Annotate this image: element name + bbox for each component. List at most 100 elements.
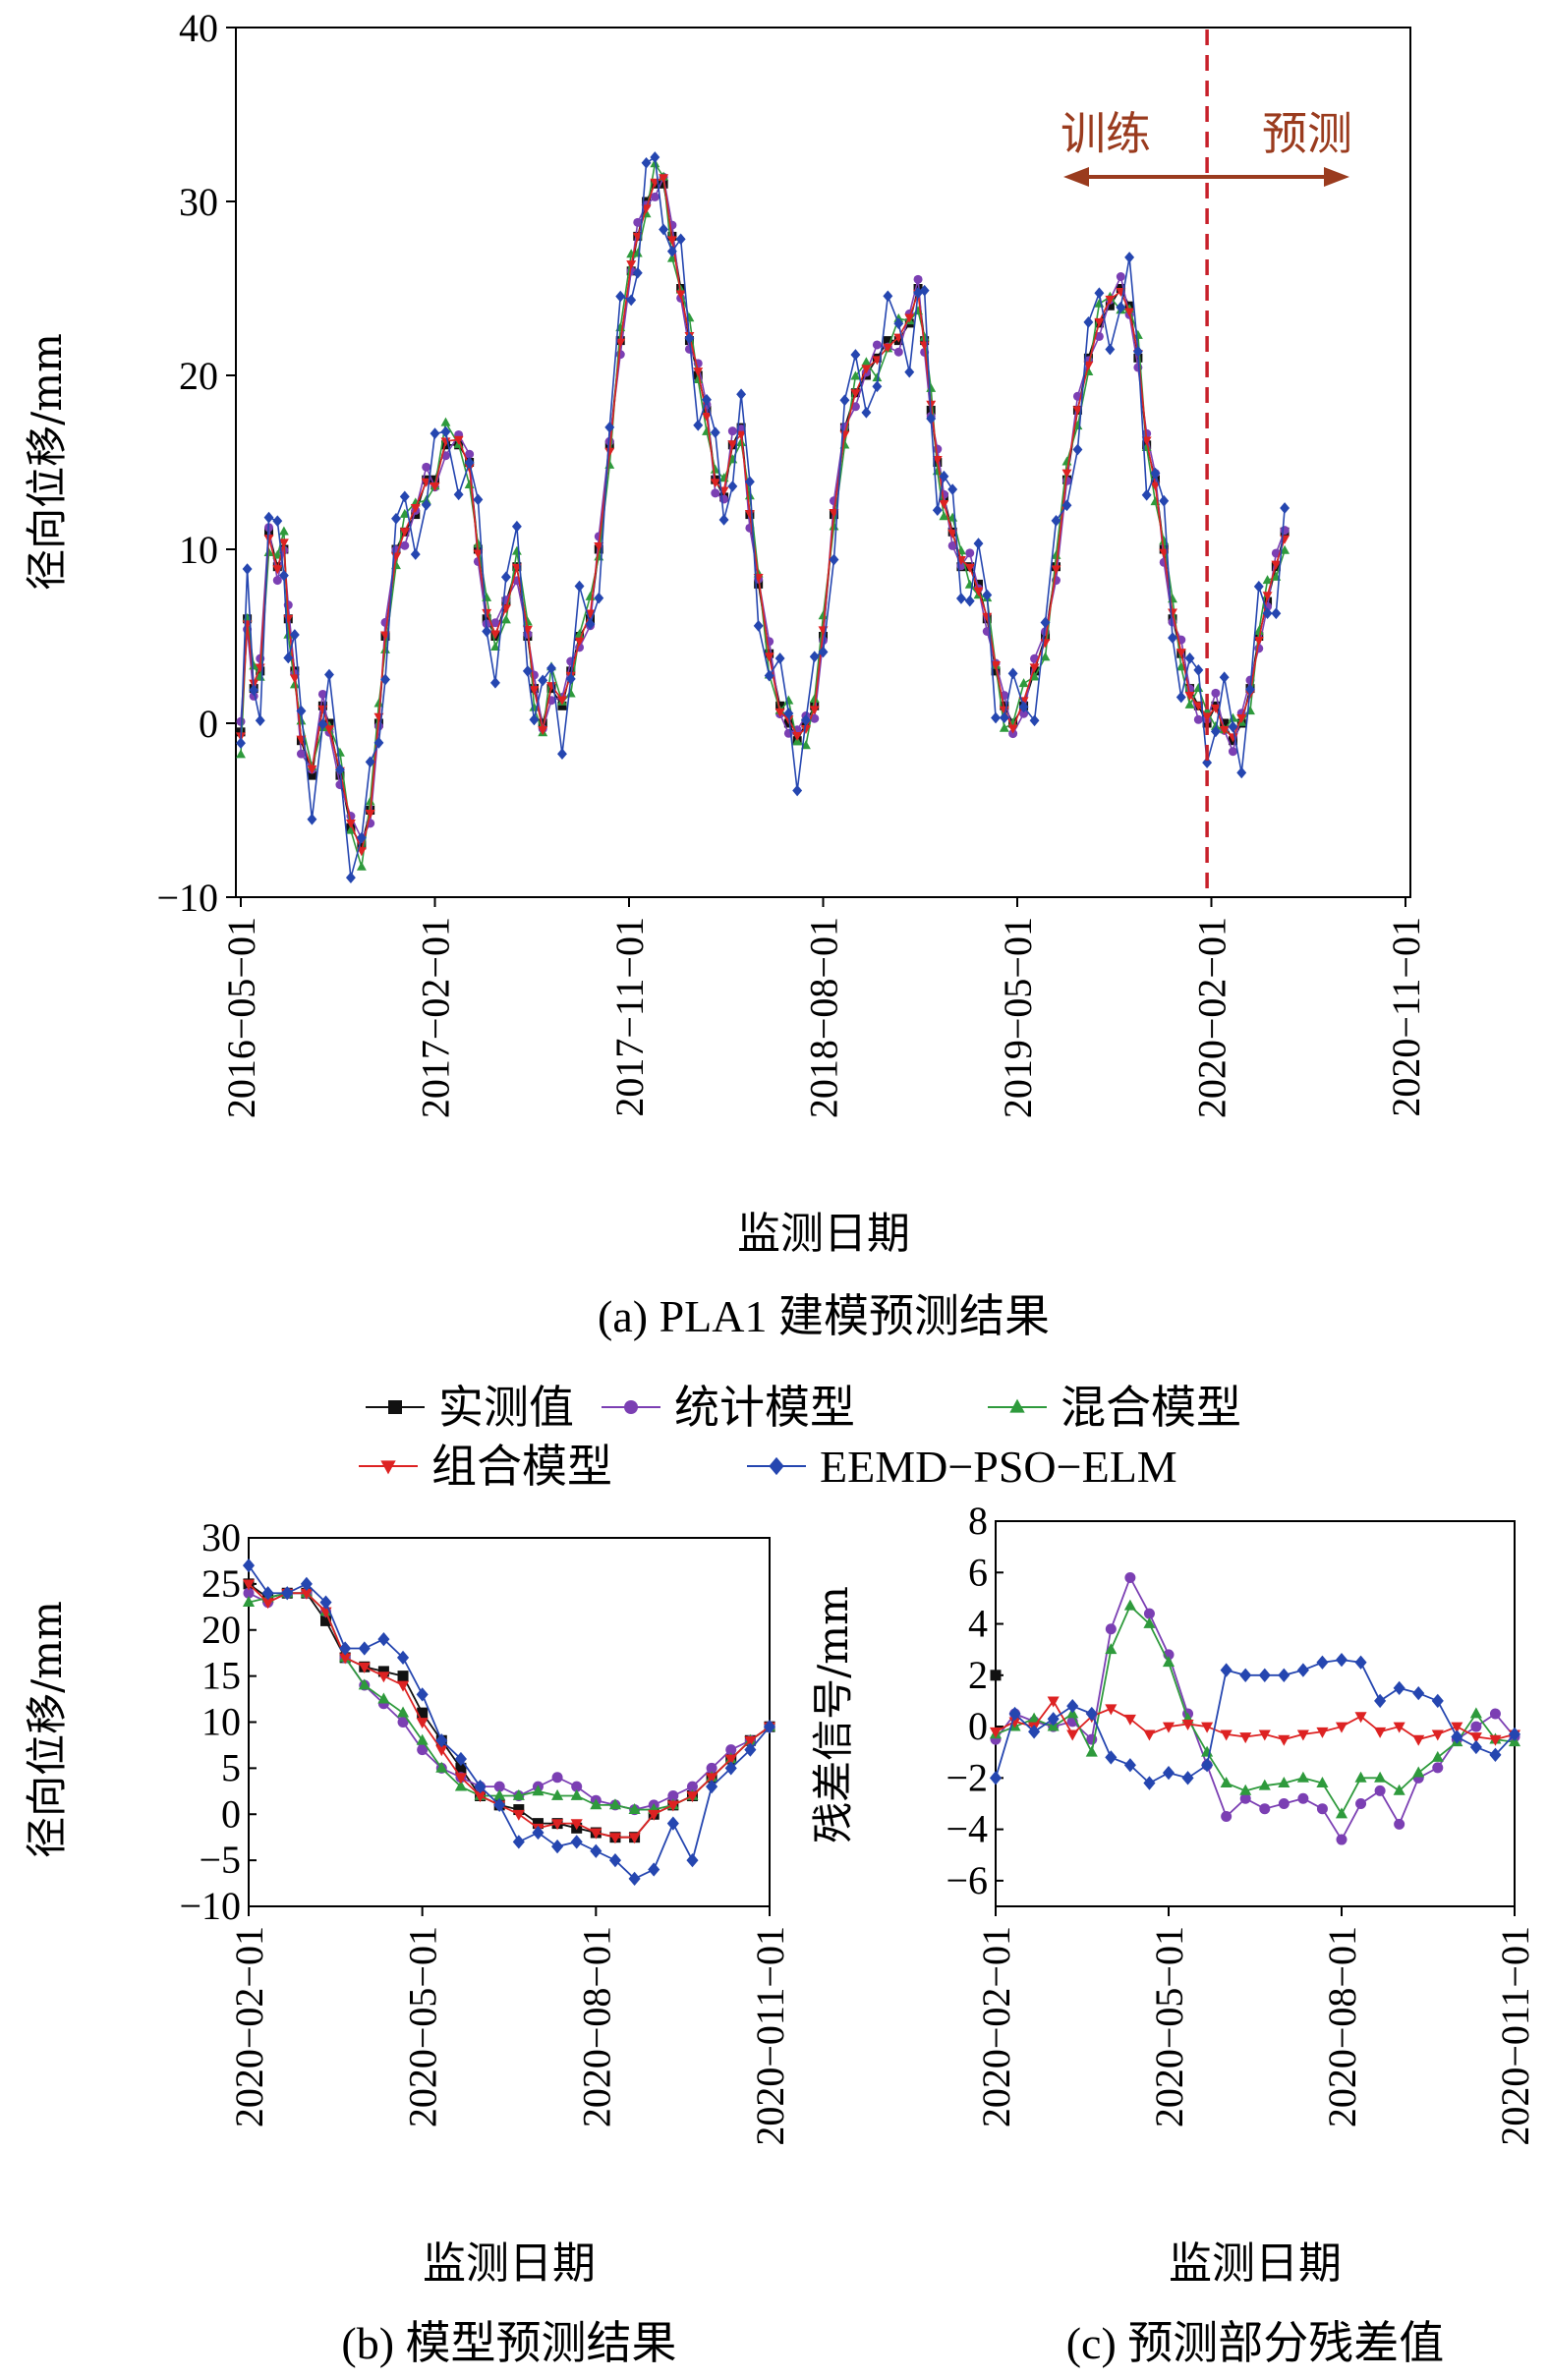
panel-a-point-eemd bbox=[626, 294, 637, 307]
panel-c-point-eemd bbox=[1008, 1706, 1021, 1722]
panel-a-point-combined bbox=[615, 338, 626, 348]
panel-a-point-combined bbox=[574, 637, 585, 647]
panel-a-point-combined bbox=[594, 542, 604, 552]
panel-c-point-eemd bbox=[1296, 1663, 1309, 1677]
panel-a-point-combined bbox=[1094, 317, 1105, 327]
panel-c-point-eemd bbox=[1066, 1699, 1079, 1714]
panel-b-series bbox=[242, 1558, 776, 1887]
panel-c-point-hybrid bbox=[1412, 1766, 1425, 1778]
panel-a-point-statistical bbox=[965, 548, 975, 558]
panel-a-point-hybrid bbox=[522, 616, 533, 626]
panel-a-point-measured bbox=[883, 336, 892, 346]
panel-a-point-hybrid bbox=[500, 614, 511, 624]
panel-a-point-eemd bbox=[1280, 502, 1290, 514]
panel-b-point-combined bbox=[396, 1680, 410, 1692]
panel-c-point-combined bbox=[1431, 1729, 1444, 1741]
panel-a-point-eemd bbox=[278, 569, 289, 582]
panel-c-point-statistical bbox=[1143, 1608, 1155, 1619]
panel-a-point-eemd bbox=[263, 511, 274, 524]
panel-a-point-eemd bbox=[684, 332, 695, 345]
panel-a-series-hybrid bbox=[236, 158, 1290, 871]
panel-b-point-measured bbox=[397, 1671, 409, 1682]
legend-measured-icon bbox=[388, 1400, 402, 1414]
panel-b-point-eemd bbox=[570, 1835, 583, 1849]
panel-b-x-ticks: 2020−02−01 2020−05−01 2020−08−01 2020−011−0… bbox=[227, 1906, 792, 2146]
panel-c-point-statistical bbox=[1316, 1803, 1328, 1815]
panel-b-point-measured bbox=[320, 1615, 332, 1626]
panel-a-point-eemd bbox=[1051, 515, 1061, 527]
panel-a-point-eemd bbox=[999, 711, 1009, 724]
panel-a-point-eemd bbox=[249, 684, 259, 697]
panel-a-point-combined bbox=[263, 535, 274, 544]
panel-a-point-eemd bbox=[764, 669, 774, 682]
panel-c-point-hybrid bbox=[1316, 1776, 1329, 1787]
panel-b-point-eemd bbox=[608, 1852, 622, 1868]
panel-b-point-statistical bbox=[686, 1781, 698, 1792]
panel-a-point-eemd bbox=[307, 813, 317, 825]
panel-b-point-measured bbox=[513, 1804, 525, 1816]
panel-a-point-measured bbox=[557, 701, 567, 710]
panel-c-y-axis-label: 残差信号/mm bbox=[809, 1586, 857, 1843]
panel-a-point-hybrid bbox=[710, 464, 720, 474]
panel-a-point-eemd bbox=[1271, 607, 1282, 620]
panel-a-point-hybrid bbox=[872, 372, 883, 382]
panel-a-point-combined bbox=[872, 356, 883, 366]
panel-a-point-statistical bbox=[1019, 708, 1029, 718]
panel-c-point-combined bbox=[1201, 1722, 1214, 1733]
panel-a-point-eemd bbox=[1175, 691, 1186, 704]
legend-combined-icon bbox=[380, 1460, 396, 1475]
panel-c-point-eemd bbox=[989, 1771, 1003, 1785]
panel-a-point-eemd bbox=[792, 784, 803, 797]
panel-a-point-eemd bbox=[473, 493, 484, 506]
panel-b-point-combined bbox=[590, 1828, 602, 1840]
panel-b-point-combined bbox=[242, 1579, 256, 1591]
panel-a-point-hybrid bbox=[1018, 678, 1029, 688]
panel-c-y-tick-label: −6 bbox=[946, 1858, 988, 1902]
panel-b-point-combined bbox=[261, 1598, 274, 1610]
panel-c-point-combined bbox=[1412, 1734, 1425, 1746]
panel-a-point-eemd bbox=[255, 714, 265, 727]
panel-a-point-eemd bbox=[1262, 607, 1273, 619]
panel-c-point-measured bbox=[990, 1670, 1002, 1681]
panel-a-point-eemd bbox=[1210, 725, 1221, 738]
panel-a-point-eemd bbox=[1072, 443, 1083, 456]
panel-a-point-combined bbox=[1236, 713, 1247, 723]
panel-a-point-hybrid bbox=[365, 796, 375, 806]
panel-c-point-combined bbox=[1278, 1734, 1290, 1746]
panel-a-point-combined bbox=[1184, 692, 1195, 702]
panel-c-point-eemd bbox=[1085, 1706, 1098, 1722]
panel-a-point-combined bbox=[702, 412, 712, 422]
panel-a-point-statistical bbox=[933, 444, 943, 454]
panel-a-point-eemd bbox=[736, 388, 747, 401]
panel-c-point-eemd bbox=[1335, 1652, 1348, 1668]
panel-b-point-hybrid bbox=[416, 1733, 429, 1745]
panel-c-point-statistical bbox=[1297, 1792, 1309, 1804]
panel-a-point-combined bbox=[1051, 565, 1061, 575]
panel-a-point-eemd bbox=[236, 737, 246, 750]
panel-b-point-eemd bbox=[454, 1751, 467, 1767]
panel-a-x-tick-label: 2017−11−01 bbox=[607, 917, 652, 1117]
panel-b-point-hybrid bbox=[377, 1692, 390, 1704]
panel-c-x-ticks: 2020−02−01 2020−05−01 2020−08−01 2020−011−0… bbox=[974, 1906, 1537, 2146]
panel-b-point-hybrid bbox=[608, 1798, 622, 1810]
panel-b-y-tick-label: −10 bbox=[179, 1884, 241, 1928]
panel-b-point-eemd bbox=[493, 1797, 506, 1813]
panel-a-point-hybrid bbox=[565, 688, 576, 698]
panel-c-point-eemd bbox=[1316, 1655, 1329, 1670]
panel-a-point-combined bbox=[324, 725, 334, 735]
panel-b-point-combined bbox=[339, 1653, 352, 1665]
panel-a-y-tick-label: 30 bbox=[179, 180, 218, 224]
panel-b-point-measured bbox=[455, 1762, 467, 1774]
panel-c: −6 −4 −2 0 2 4 6 8 2020−02−01 2020−05−01 2020−08−… bbox=[809, 1499, 1537, 2368]
panel-c-point-eemd bbox=[1374, 1693, 1387, 1709]
panel-b-point-eemd bbox=[744, 1742, 757, 1757]
legend-item-hybrid: 混合模型 bbox=[988, 1383, 1241, 1433]
panel-c-point-statistical bbox=[1259, 1803, 1271, 1815]
panel-a-point-eemd bbox=[666, 245, 677, 257]
panel-a-point-eemd bbox=[317, 718, 328, 730]
panel-c-point-combined bbox=[1374, 1727, 1387, 1738]
panel-b-point-eemd bbox=[590, 1843, 602, 1858]
panel-a-point-measured bbox=[1220, 718, 1230, 728]
panel-a-point-hybrid bbox=[999, 722, 1009, 732]
panel-c-point-combined bbox=[1258, 1729, 1271, 1741]
